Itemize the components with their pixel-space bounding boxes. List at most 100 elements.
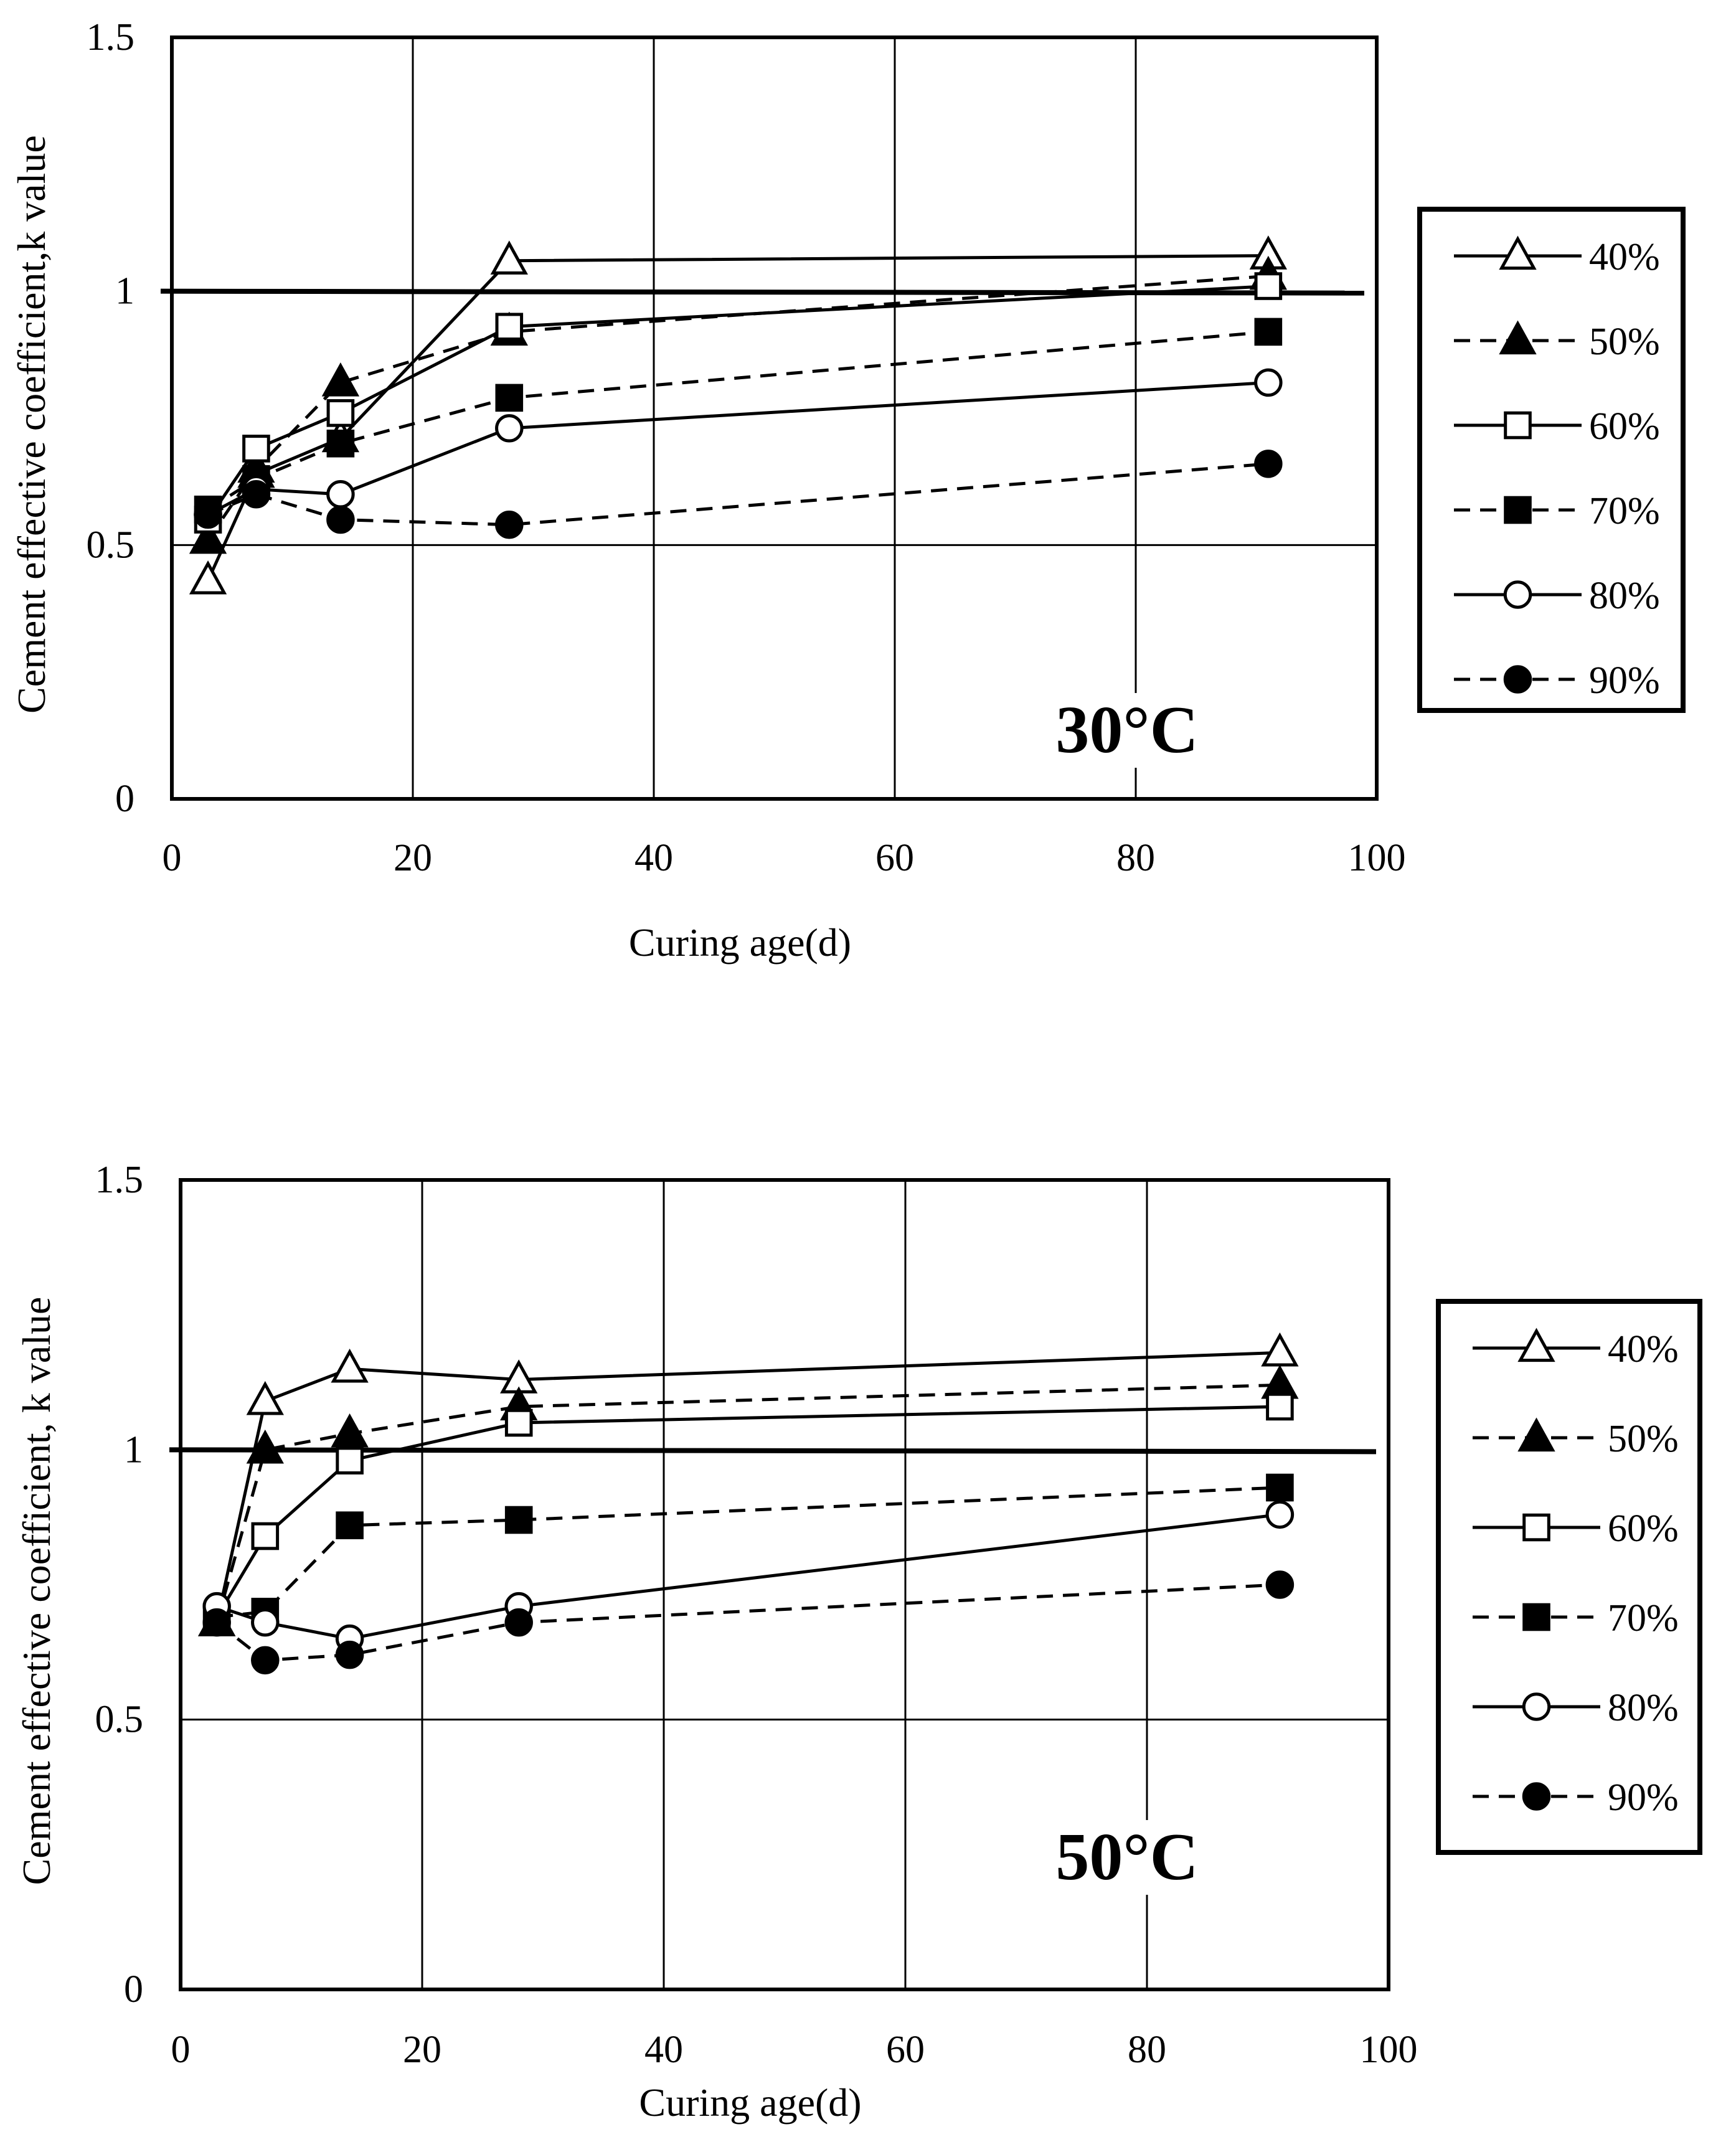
legend-label: 60%	[1608, 1507, 1679, 1550]
temperature-label: 30°C	[1055, 693, 1198, 767]
data-point	[1254, 272, 1283, 300]
data-point	[251, 1646, 280, 1675]
data-point	[326, 399, 355, 427]
series-90%	[194, 450, 1283, 539]
series-80%	[202, 1500, 1295, 1653]
legend-marker	[1504, 411, 1532, 440]
legend-marker	[1503, 665, 1532, 694]
series-90%	[202, 1570, 1295, 1675]
legend-label: 90%	[1589, 659, 1660, 702]
y-tick-label: 0.5	[87, 524, 135, 566]
data-point	[246, 1380, 284, 1415]
data-point	[495, 510, 524, 539]
data-point	[336, 1446, 364, 1474]
legend-marker	[1503, 580, 1532, 609]
data-point	[1254, 450, 1283, 478]
legend-marker	[1517, 1328, 1555, 1362]
data-point	[326, 505, 355, 534]
x-axis-label: Curing age(d)	[639, 2080, 861, 2125]
data-point	[495, 384, 524, 412]
annotation-bg	[1040, 693, 1214, 768]
y-tick-label: 1.5	[95, 1159, 144, 1201]
legend-label: 80%	[1608, 1687, 1679, 1729]
legend-box	[1417, 207, 1686, 713]
data-point	[331, 1413, 369, 1448]
data-point	[331, 1348, 369, 1383]
data-point	[490, 240, 528, 275]
annotation-bg	[1040, 1820, 1214, 1895]
legend-marker	[1504, 496, 1532, 524]
data-point	[504, 1608, 533, 1637]
legend-marker	[1522, 1692, 1551, 1721]
x-tick-label: 0	[171, 2029, 191, 2071]
y-axis-label: Cement effective coefficient,k value	[9, 135, 54, 714]
x-tick-label: 80	[1128, 2029, 1166, 2071]
data-point	[326, 480, 355, 509]
legend-label: 50%	[1589, 321, 1660, 363]
data-point	[242, 480, 271, 509]
data-point	[504, 1408, 533, 1437]
plot-border	[179, 1178, 1390, 1991]
x-tick-label: 100	[1360, 2029, 1418, 2071]
x-tick-label: 60	[886, 2029, 925, 2071]
legend-label: 60%	[1589, 405, 1660, 448]
x-axis-label: Curing age(d)	[629, 920, 851, 965]
legend-marker	[1522, 1603, 1550, 1631]
data-point	[326, 429, 355, 458]
data-point	[189, 560, 227, 595]
data-point	[202, 1608, 231, 1637]
legend-marker	[1499, 235, 1537, 270]
x-tick-label: 80	[1116, 837, 1155, 879]
x-tick-label: 60	[875, 837, 914, 879]
x-tick-label: 40	[644, 2029, 683, 2071]
reference-line	[169, 1447, 1377, 1455]
data-point	[495, 414, 524, 443]
y-tick-label: 1	[124, 1428, 143, 1471]
x-tick-label: 0	[163, 837, 182, 879]
y-tick-label: 0	[115, 778, 134, 820]
data-point	[1254, 318, 1283, 346]
legend-label: 70%	[1608, 1597, 1679, 1639]
x-tick-label: 20	[394, 837, 432, 879]
legend-marker	[1499, 320, 1537, 355]
legend-marker	[1522, 1782, 1551, 1811]
data-point	[189, 519, 227, 554]
y-tick-label: 0.5	[95, 1699, 144, 1741]
data-point	[1254, 368, 1283, 397]
plot-border	[170, 35, 1379, 801]
y-tick-label: 1.5	[87, 16, 135, 59]
data-point	[246, 1429, 284, 1464]
x-tick-label: 20	[403, 2029, 441, 2071]
data-point	[321, 362, 360, 397]
series-40%	[198, 1332, 1299, 1636]
legend: 40% 50% 60% 70% 80% 90%	[1436, 1299, 1702, 1855]
temperature-label: 50°C	[1055, 1820, 1198, 1894]
legend: 40% 50% 60% 70% 80% 90%	[1417, 207, 1686, 713]
data-point	[1265, 1500, 1295, 1529]
legend-marker	[1522, 1513, 1550, 1542]
chart-0: 30°C 0 20 40 60 80 100 0 0.5 1 1.5 Curing age(d) Cem…	[9, 16, 1686, 965]
legend-label: 80%	[1589, 575, 1660, 617]
data-point	[251, 1608, 280, 1637]
data-point	[335, 1640, 364, 1669]
data-point	[495, 313, 524, 341]
legend-box	[1436, 1299, 1702, 1855]
plot-area	[172, 37, 1377, 799]
data-point	[504, 1506, 533, 1534]
y-tick-label: 0	[124, 1968, 143, 2011]
legend-label: 50%	[1608, 1418, 1679, 1460]
chart-1: 50°C 0 20 40 60 80 100 0 0.5 1 1.5 Curing age(d) Cem…	[14, 1159, 1702, 2125]
legend-label: 90%	[1608, 1776, 1679, 1819]
data-point	[251, 1522, 280, 1550]
x-tick-label: 40	[634, 837, 673, 879]
legend-marker	[1517, 1417, 1555, 1452]
y-axis-label: Cement effective coefficient, k value	[14, 1297, 59, 1885]
data-point	[1266, 1392, 1294, 1421]
legend-label: 70%	[1589, 490, 1660, 532]
data-point	[242, 435, 270, 463]
data-point	[194, 500, 222, 529]
data-point	[336, 1511, 364, 1539]
data-point	[1266, 1473, 1294, 1502]
x-tick-label: 100	[1348, 837, 1406, 879]
